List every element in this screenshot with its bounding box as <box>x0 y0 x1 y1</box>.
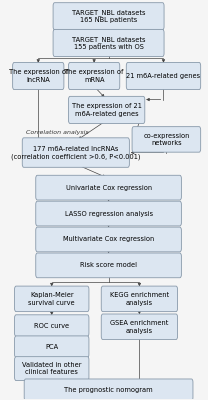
FancyBboxPatch shape <box>36 227 181 252</box>
FancyBboxPatch shape <box>15 315 89 336</box>
FancyBboxPatch shape <box>15 357 89 380</box>
Text: 177 m6A-related lncRNAs
(correlation coefficient >0.6, P<0.001): 177 m6A-related lncRNAs (correlation coe… <box>11 146 141 160</box>
FancyBboxPatch shape <box>101 314 178 340</box>
FancyBboxPatch shape <box>36 253 181 278</box>
Text: Correlation analysis: Correlation analysis <box>26 130 88 135</box>
Text: TARGET_NBL datasets
155 patients with OS: TARGET_NBL datasets 155 patients with OS <box>72 36 145 50</box>
Text: Kaplan-Meier
survival curve: Kaplan-Meier survival curve <box>28 292 75 306</box>
FancyBboxPatch shape <box>68 62 120 90</box>
Text: Risk score model: Risk score model <box>80 262 137 268</box>
Text: The expression of
lncRNA: The expression of lncRNA <box>9 69 68 83</box>
FancyBboxPatch shape <box>22 138 129 167</box>
FancyBboxPatch shape <box>53 29 164 56</box>
FancyBboxPatch shape <box>15 336 89 358</box>
Text: Univariate Cox regression: Univariate Cox regression <box>66 185 152 191</box>
Text: PCA: PCA <box>45 344 58 350</box>
Text: Multivariate Cox regression: Multivariate Cox regression <box>63 236 154 242</box>
Text: GSEA enrichment
analysis: GSEA enrichment analysis <box>110 320 169 334</box>
Text: LASSO regression analysis: LASSO regression analysis <box>64 210 153 216</box>
Text: The expression of 21
m6A-related genes: The expression of 21 m6A-related genes <box>72 103 142 117</box>
Text: co-expression
networks: co-expression networks <box>143 133 189 146</box>
FancyBboxPatch shape <box>36 201 181 226</box>
Text: 21 m6A-related genes: 21 m6A-related genes <box>126 73 201 79</box>
Text: The expression of
mRNA: The expression of mRNA <box>64 69 124 83</box>
FancyBboxPatch shape <box>132 127 201 152</box>
FancyBboxPatch shape <box>36 175 181 200</box>
FancyBboxPatch shape <box>68 96 145 124</box>
Text: The prognostic nomogram: The prognostic nomogram <box>64 387 153 393</box>
FancyBboxPatch shape <box>15 286 89 312</box>
Text: Validated in other
clinical features: Validated in other clinical features <box>22 362 82 375</box>
FancyBboxPatch shape <box>13 62 64 90</box>
FancyBboxPatch shape <box>101 286 178 312</box>
FancyBboxPatch shape <box>126 62 201 90</box>
FancyBboxPatch shape <box>24 379 193 400</box>
Text: ROC curve: ROC curve <box>34 322 69 328</box>
Text: KEGG enrichment
analysis: KEGG enrichment analysis <box>110 292 169 306</box>
FancyBboxPatch shape <box>53 3 164 30</box>
Text: TARGET_NBL datasets
165 NBL patients: TARGET_NBL datasets 165 NBL patients <box>72 9 145 23</box>
